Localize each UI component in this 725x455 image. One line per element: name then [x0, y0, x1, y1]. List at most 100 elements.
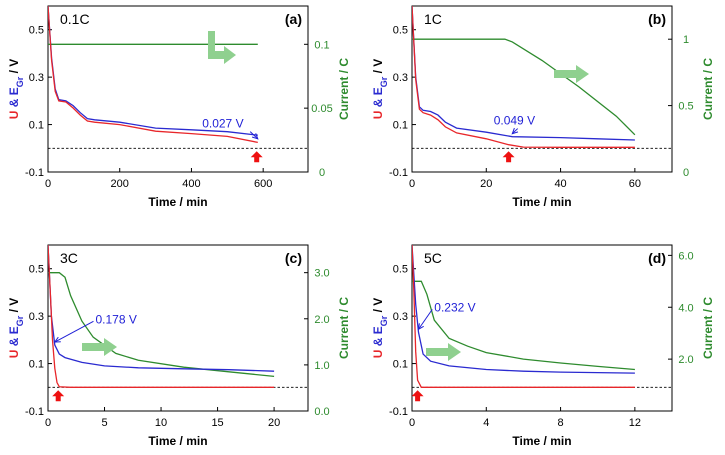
green-direction-arrow — [82, 338, 117, 356]
green-direction-arrow — [554, 65, 589, 83]
panel-letter: (b) — [648, 11, 666, 27]
annotation-arrow-line — [511, 128, 519, 135]
x-tick-label: 20 — [480, 178, 492, 190]
y-label-unit: / V — [371, 59, 385, 77]
annotation-arrow-line — [54, 320, 94, 343]
annotation-arrow-line — [249, 131, 259, 140]
y2-tick-label: 1.0 — [314, 360, 329, 372]
y-tick-label: 0.5 — [393, 264, 408, 276]
y-label-gr-subscript: Gr — [379, 315, 389, 326]
x-tick-label: 600 — [254, 178, 272, 190]
egr-line — [48, 6, 258, 136]
y-label-u: U — [7, 111, 21, 120]
y-tick-label: 0.1 — [393, 359, 408, 371]
x-tick-label: 4 — [483, 417, 489, 429]
y2-axis-label: Current / C — [337, 58, 351, 120]
annotation-arrow-head — [511, 127, 519, 135]
y-tick-label: 0.3 — [393, 72, 408, 84]
y2-tick-label: 1 — [683, 34, 689, 46]
y-label-unit: / V — [7, 59, 21, 77]
voltage-annotation: 0.049 V — [494, 114, 535, 128]
panel-letter: (a) — [285, 11, 302, 27]
current-line — [412, 38, 636, 136]
panel-letter: (c) — [285, 250, 302, 266]
x-tick-label: 0 — [45, 417, 51, 429]
y2-tick-label: 0 — [319, 167, 325, 179]
rate-label: 1C — [424, 11, 442, 27]
plot-frame — [47, 5, 309, 173]
y2-tick-label: 0.0 — [314, 406, 329, 418]
x-axis-label: Time / min — [512, 195, 571, 209]
y-tick-label: -0.1 — [389, 167, 408, 179]
y-label-gr-subscript: Gr — [15, 76, 25, 87]
y2-axis-label: Current / C — [337, 297, 351, 359]
x-axis-label: Time / min — [148, 195, 207, 209]
y-tick-label: -0.1 — [25, 406, 44, 418]
x-tick-label: 5 — [101, 417, 107, 429]
end-of-charge-arrow — [502, 151, 515, 163]
y-tick-label: 0.5 — [29, 25, 44, 37]
y-tick-label: 0.5 — [393, 25, 408, 37]
x-tick-label: 20 — [268, 417, 280, 429]
y-tick-label: 0.1 — [393, 120, 408, 132]
y-axis-label: U & EGr / V — [371, 298, 389, 359]
u-line — [412, 245, 635, 388]
y-label-e: & E — [371, 326, 385, 349]
x-tick-label: 0 — [45, 178, 51, 190]
y2-tick-label: 6.0 — [678, 250, 693, 262]
plot-frame — [47, 244, 309, 412]
x-tick-label: 15 — [211, 417, 223, 429]
y-tick-label: 0.1 — [29, 120, 44, 132]
egr-line — [48, 245, 275, 372]
y2-tick-label: 3.0 — [314, 268, 329, 280]
annotation-arrow-head — [53, 336, 61, 343]
y-axis-label: U & EGr / V — [7, 298, 25, 359]
plot-frame — [411, 244, 673, 412]
y2-axis-label: Current / C — [701, 297, 715, 359]
y-label-unit: / V — [371, 298, 385, 316]
x-tick-label: 10 — [155, 417, 167, 429]
green-direction-arrow — [426, 343, 461, 361]
green-direction-arrow — [208, 31, 236, 64]
x-tick-label: 8 — [558, 417, 564, 429]
end-of-charge-arrow — [52, 390, 65, 402]
voltage-annotation: 0.027 V — [202, 117, 243, 131]
end-of-charge-arrow — [250, 151, 263, 163]
u-line — [48, 245, 275, 388]
current-line — [48, 272, 275, 378]
y-tick-label: 0.3 — [393, 311, 408, 323]
egr-line — [412, 245, 635, 374]
current-line — [412, 280, 635, 371]
y-tick-label: 0.3 — [29, 311, 44, 323]
y-label-u: U — [371, 111, 385, 120]
y-tick-label: 0.3 — [29, 72, 44, 84]
y2-tick-label: 0.1 — [314, 39, 329, 51]
u-line — [48, 6, 258, 144]
annotation-arrow-head — [417, 323, 424, 331]
panel-c: 0 5 10 15 20 -0.1 0.1 0.3 0.5 0.0 1.0 2.0 3.0 Time / … — [7, 244, 351, 448]
x-tick-label: 0 — [409, 178, 415, 190]
y2-tick-label: 2.0 — [678, 354, 693, 366]
voltage-annotation: 0.178 V — [95, 312, 136, 326]
plot-frame — [411, 5, 673, 173]
y2-tick-label: 2.0 — [314, 314, 329, 326]
x-tick-label: 200 — [111, 178, 129, 190]
y2-axis-label: Current / C — [701, 58, 715, 120]
y2-tick-label: 0.5 — [678, 101, 693, 113]
annotation-arrow-head — [251, 133, 259, 140]
y-label-e: & E — [7, 326, 21, 349]
panel-b: 0 20 40 60 -0.1 0.1 0.3 0.5 0 0.5 1 Time / min U & E… — [371, 5, 715, 209]
x-tick-label: 12 — [629, 417, 641, 429]
x-tick-label: 400 — [182, 178, 200, 190]
y-label-gr-subscript: Gr — [15, 315, 25, 326]
y-tick-label: 0.5 — [29, 264, 44, 276]
y2-tick-label: 0.05 — [311, 103, 332, 115]
y-label-e: & E — [7, 87, 21, 110]
y-tick-label: 0.1 — [29, 359, 44, 371]
u-line — [412, 6, 635, 148]
y-tick-label: -0.1 — [25, 167, 44, 179]
y-label-unit: / V — [7, 298, 21, 316]
x-tick-label: 0 — [409, 417, 415, 429]
rate-label: 0.1C — [60, 11, 90, 27]
